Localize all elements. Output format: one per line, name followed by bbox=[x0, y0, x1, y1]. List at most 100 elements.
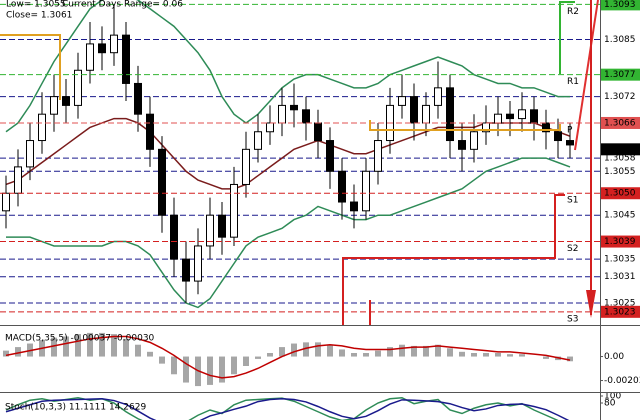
candle-body bbox=[230, 183, 238, 238]
macd-bar bbox=[207, 356, 213, 385]
candle-body bbox=[398, 96, 406, 106]
macd-bar bbox=[87, 332, 93, 357]
candle-body bbox=[302, 109, 310, 124]
macd-bar bbox=[15, 347, 21, 357]
price-label: 1.3093 bbox=[604, 0, 636, 10]
macd-bar bbox=[315, 342, 321, 357]
candle-body bbox=[338, 170, 346, 203]
annotation: Close= 1.3061 bbox=[6, 11, 72, 21]
macd-bar bbox=[219, 356, 225, 383]
macd-bar bbox=[291, 343, 297, 357]
y-tick-label: 1.3025 bbox=[604, 299, 636, 309]
indicator-line bbox=[5, 335, 571, 379]
indicator-line bbox=[5, 0, 570, 133]
macd-bar bbox=[75, 334, 81, 357]
candle-body bbox=[2, 192, 10, 212]
macd-bar bbox=[495, 353, 501, 357]
macd-bar bbox=[99, 332, 105, 357]
y-tick-label: 1.3058 bbox=[604, 154, 636, 164]
price-label: 1.3077 bbox=[604, 70, 636, 80]
macd-bar bbox=[279, 347, 285, 357]
y-tick-label: -0.00203 bbox=[604, 376, 640, 386]
macd-bar bbox=[471, 353, 477, 357]
candle-body bbox=[470, 131, 478, 150]
candle-body bbox=[158, 148, 166, 216]
support-step bbox=[342, 194, 565, 325]
candle-body bbox=[206, 214, 214, 247]
price-label: 1.3039 bbox=[604, 237, 636, 247]
macd-bar bbox=[483, 353, 489, 357]
price-label: 1.3023 bbox=[604, 307, 636, 317]
candle-body bbox=[554, 131, 562, 142]
macd-bar bbox=[363, 353, 369, 357]
candle-body bbox=[446, 87, 454, 142]
price-label-box bbox=[601, 143, 640, 156]
candle-body bbox=[434, 87, 442, 106]
macd-bar bbox=[135, 344, 141, 357]
y-tick-label: 1.3055 bbox=[604, 167, 636, 177]
level-name: R2 bbox=[567, 7, 579, 17]
macd-bar bbox=[111, 334, 117, 357]
candle-body bbox=[278, 104, 286, 124]
macd-bar bbox=[411, 345, 417, 357]
resistance-step bbox=[559, 1, 575, 74]
price-label-box bbox=[601, 305, 640, 318]
y-tick-label: 80 bbox=[604, 399, 616, 409]
macd-bar bbox=[387, 347, 393, 357]
candle-body bbox=[182, 258, 190, 282]
macd-bar bbox=[171, 356, 177, 375]
macd-bar bbox=[447, 348, 453, 357]
candle-body bbox=[566, 140, 574, 146]
macd-bar bbox=[567, 356, 573, 362]
candle-body bbox=[74, 69, 82, 106]
macd-bar bbox=[459, 351, 465, 357]
candle-body bbox=[50, 96, 58, 115]
price-label-box bbox=[601, 116, 640, 129]
macd-bar bbox=[63, 336, 69, 357]
candle-body bbox=[98, 43, 106, 54]
macd-bar bbox=[507, 354, 513, 357]
candle-body bbox=[38, 113, 46, 142]
price-label: 1.3050 bbox=[604, 189, 636, 199]
pivot-step bbox=[0, 34, 61, 100]
macd-bar bbox=[231, 356, 237, 375]
indicator-line bbox=[5, 117, 571, 190]
candle-body bbox=[146, 113, 154, 150]
macd-bar bbox=[543, 356, 549, 359]
level-name: S1 bbox=[567, 196, 578, 206]
y-tick-label: 100 bbox=[604, 392, 621, 402]
candle-body bbox=[254, 131, 262, 150]
candle-body bbox=[326, 140, 334, 172]
candle-body bbox=[458, 140, 466, 150]
candle-body bbox=[506, 113, 514, 120]
macd-bar bbox=[339, 349, 345, 357]
panel-title: MACD(5,35,5) -0.00037 -0.00030 bbox=[5, 334, 155, 344]
macd-bar bbox=[3, 350, 9, 357]
level-name: P bbox=[567, 125, 573, 135]
y-tick-label: 1.3045 bbox=[604, 211, 636, 221]
macd-bar bbox=[327, 344, 333, 357]
candle-body bbox=[266, 122, 274, 133]
candle-body bbox=[494, 113, 502, 124]
annotation: Low= 1.3055 bbox=[6, 0, 66, 10]
price-label: 1.3066 bbox=[604, 118, 636, 128]
macd-bar bbox=[351, 353, 357, 357]
candle-body bbox=[422, 104, 430, 124]
candle-body bbox=[194, 245, 202, 282]
macd-bar bbox=[147, 351, 153, 357]
y-tick-label: 0.00 bbox=[604, 352, 624, 362]
projection-line bbox=[574, 0, 599, 151]
candle-body bbox=[218, 214, 226, 238]
annotation: Current Days Range= 0.06 bbox=[62, 0, 183, 10]
candle-body bbox=[374, 140, 382, 172]
candle-body bbox=[110, 34, 118, 54]
candle-body bbox=[530, 109, 538, 124]
y-tick-label: 1.3035 bbox=[604, 255, 636, 265]
macd-bar bbox=[123, 338, 129, 357]
macd-bar bbox=[243, 356, 249, 366]
macd-bar bbox=[375, 350, 381, 357]
macd-bar bbox=[519, 354, 525, 357]
price-label-box bbox=[601, 0, 640, 11]
